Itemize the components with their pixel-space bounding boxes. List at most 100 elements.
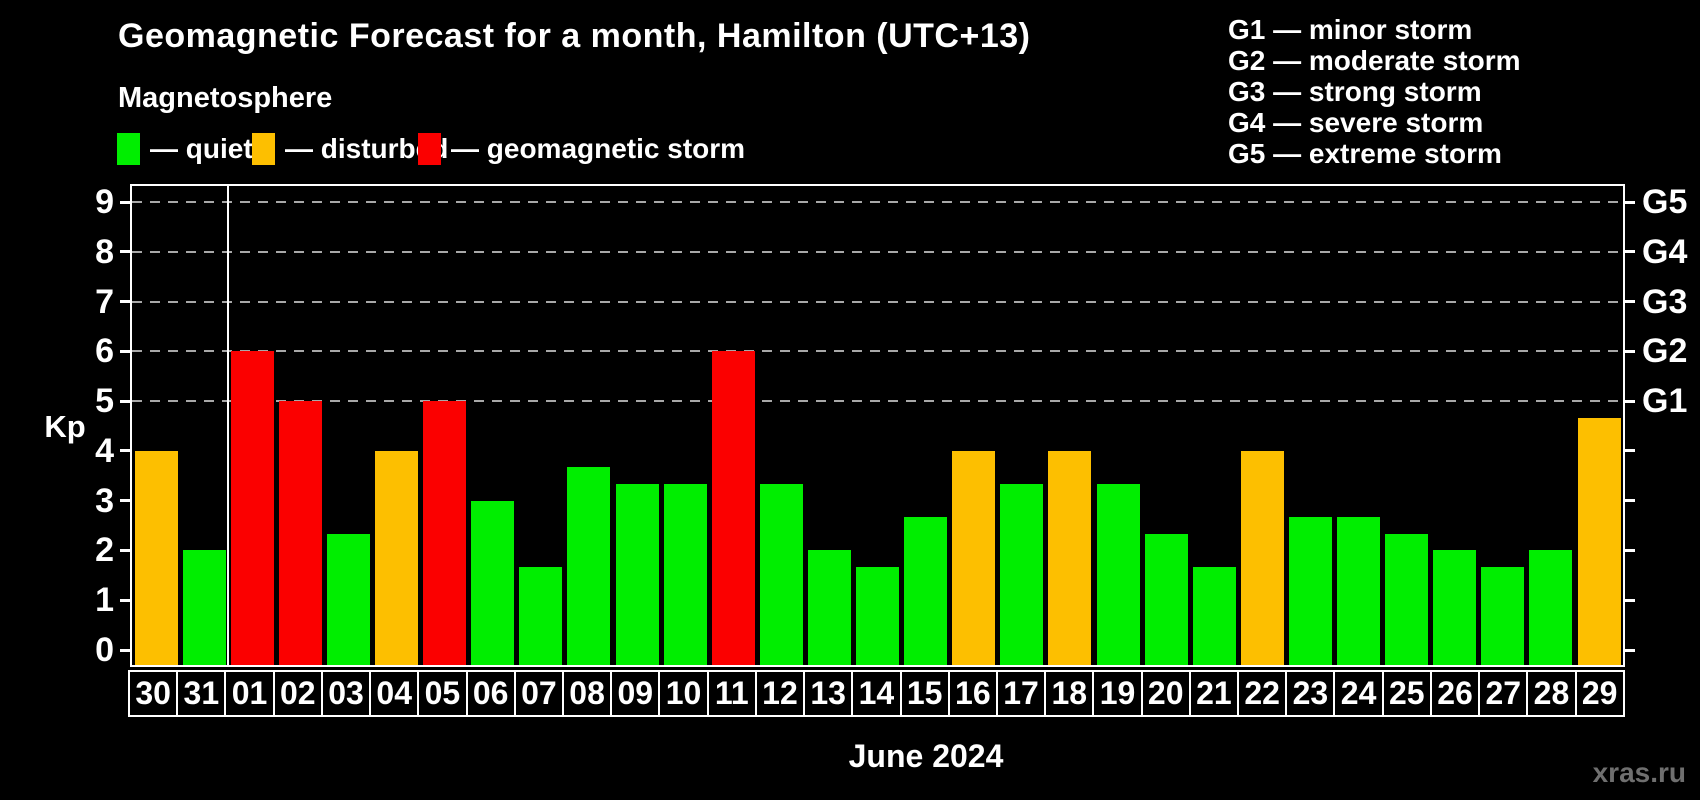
date-cell: 27: [1480, 672, 1529, 715]
kp-bar: [759, 484, 803, 665]
kp-bar: [1048, 450, 1092, 665]
y-axis-tick-label: 5: [95, 382, 114, 421]
legend-swatch-quiet: [117, 133, 140, 165]
date-cell: 11: [709, 672, 757, 715]
kp-bar: [278, 401, 322, 665]
chart-title: Geomagnetic Forecast for a month, Hamilt…: [118, 17, 1031, 55]
kp-bar: [1337, 517, 1380, 665]
month-separator-line: [227, 186, 230, 665]
kp-bar: [134, 450, 178, 665]
right-axis-tick: [1625, 349, 1635, 353]
y-axis-tick: [120, 449, 130, 453]
kp-bar: [856, 566, 899, 665]
kp-bar: [1288, 517, 1332, 665]
kp-bar: [1192, 566, 1236, 665]
storm-level-gridline: [132, 300, 1623, 303]
kp-bar: [182, 550, 226, 665]
date-cell: 08: [564, 672, 613, 715]
plot-area: [130, 184, 1625, 667]
date-cell: 02: [275, 672, 323, 715]
kp-bar: [711, 351, 755, 665]
storm-scale-item: G1 — minor storm: [1228, 14, 1473, 45]
storm-level-gridline: [132, 400, 1623, 403]
kp-bar: [1240, 450, 1284, 665]
kp-bar: [904, 517, 948, 665]
kp-bar: [807, 550, 851, 665]
y-axis-tick-label: 1: [95, 581, 114, 620]
y-axis-tick: [120, 648, 130, 652]
watermark: xras.ru: [1592, 757, 1686, 788]
right-axis-tick: [1625, 499, 1635, 503]
right-axis-tick: [1625, 300, 1635, 303]
y-axis-tick-label: 7: [95, 282, 114, 321]
y-axis-tick-label: 4: [95, 431, 114, 470]
x-axis-month-label: June 2024: [848, 738, 1004, 774]
y-axis-tick-label: 3: [95, 481, 114, 520]
date-cell: 05: [419, 672, 468, 715]
date-cell: 09: [612, 672, 661, 715]
storm-level-gridline: [132, 250, 1623, 253]
kp-bar: [663, 484, 707, 665]
date-cell: 26: [1432, 672, 1481, 715]
date-cell: 30: [130, 672, 179, 715]
g-scale-tick-label: G4: [1642, 232, 1688, 271]
kp-bar: [952, 450, 996, 665]
y-axis-tick: [120, 250, 130, 254]
plot-inner: [132, 186, 1623, 665]
y-axis-tick-label: 8: [95, 232, 114, 271]
date-cell: 13: [805, 672, 854, 715]
kp-bar: [1096, 484, 1140, 665]
kp-bar: [423, 401, 467, 665]
date-cell: 07: [516, 672, 564, 715]
y-axis-tick: [120, 598, 130, 602]
kp-bar: [1577, 417, 1621, 665]
g-scale-tick-label: G1: [1642, 382, 1688, 421]
y-axis-tick: [120, 300, 130, 303]
date-cell: 20: [1143, 672, 1191, 715]
kp-bar: [471, 500, 515, 665]
storm-scale-item: G4 — severe storm: [1228, 107, 1484, 138]
kp-bar: [519, 566, 563, 665]
legend-label: — geomagnetic storm: [451, 133, 746, 164]
y-axis-title: Kp: [44, 409, 86, 444]
kp-bar: [1529, 550, 1573, 665]
date-cell: 18: [1046, 672, 1095, 715]
date-cell: 10: [660, 672, 709, 715]
date-cell: 06: [468, 672, 516, 715]
kp-bar: [375, 450, 418, 665]
date-cell: 14: [853, 672, 902, 715]
right-axis-tick: [1625, 598, 1635, 602]
date-cell: 17: [998, 672, 1047, 715]
kp-bar: [1385, 534, 1429, 665]
date-cell: 24: [1335, 672, 1384, 715]
date-cell: 25: [1384, 672, 1432, 715]
date-cell: 16: [950, 672, 998, 715]
legend-swatch-storm: [418, 133, 441, 165]
date-cell: 23: [1287, 672, 1336, 715]
y-axis-tick-label: 6: [95, 332, 114, 371]
date-cell: 28: [1528, 672, 1577, 715]
legend-label: — quiet: [150, 133, 253, 164]
right-axis-tick: [1625, 548, 1635, 552]
magnetosphere-label: Magnetosphere: [118, 82, 333, 114]
date-cell: 21: [1191, 672, 1240, 715]
date-cell: 15: [902, 672, 950, 715]
legend-item-quiet: — quiet: [117, 131, 253, 167]
y-axis-tick: [120, 399, 130, 403]
legend-item-storm: — geomagnetic storm: [418, 131, 745, 167]
kp-bar: [326, 534, 370, 665]
date-cell: 31: [178, 672, 227, 715]
right-axis-tick: [1625, 250, 1635, 254]
kp-bar: [1144, 534, 1188, 665]
g-scale-tick-label: G2: [1642, 332, 1688, 371]
storm-level-gridline: [132, 201, 1623, 203]
y-axis-tick: [120, 349, 130, 353]
kp-bar: [615, 484, 659, 665]
date-cell: 03: [323, 672, 372, 715]
legend-swatch-disturbed: [252, 133, 275, 165]
g-scale-tick-label: G3: [1642, 282, 1688, 321]
kp-bar: [1433, 550, 1477, 665]
right-axis-tick: [1625, 399, 1635, 403]
storm-scale-item: G2 — moderate storm: [1228, 45, 1521, 76]
